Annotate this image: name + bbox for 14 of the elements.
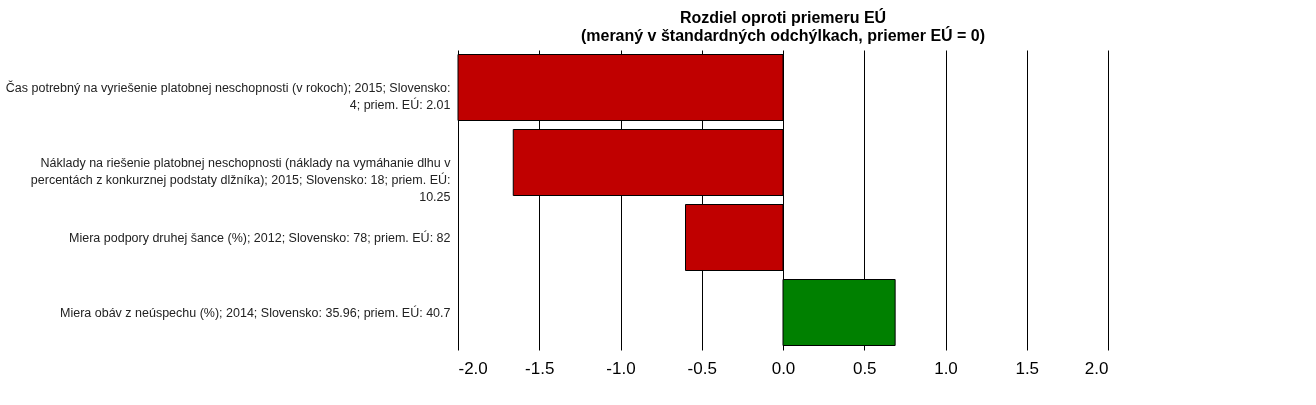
y-tick-label: Náklady na riešenie platobnej neschopnosti (náklady na vymáhanie dlhu v percentách z konkurznej podstaty dlžníka); 2015; Slovensko: 18; priem. EÚ: 10.25: [30, 155, 452, 204]
y-tick-label: Čas potrebný na vyriešenie platobnej neschopnosti (v rokoch); 2015; Slovensko: 4; priem. EÚ: 2.01: [5, 79, 451, 112]
x-tick-label: 1.0: [934, 358, 958, 378]
x-tick-label: -2.0: [458, 358, 488, 378]
x-tick-label: 0.5: [852, 358, 877, 378]
x-tick-label: -0.5: [687, 358, 717, 378]
x-tick-label: -1.0: [606, 358, 636, 378]
chart-title: Rozdiel oproti priemeru EÚ (meraný v štandardných odchýlkach, priemer EÚ = 0): [580, 8, 986, 44]
x-tick-label: 1.5: [1015, 358, 1040, 378]
y-tick-label: Miera obáv z neúspechu (%); 2014; Slovensko: 35.96; priem. EÚ: 40.7: [60, 304, 451, 320]
x-tick-label: 2.0: [1084, 358, 1109, 378]
x-tick-label: 0.0: [771, 358, 796, 378]
x-tick-label: -1.5: [525, 358, 555, 378]
y-tick-label: Miera podpory druhej šance (%); 2012; Slovensko: 78; priem. EÚ: 82: [69, 229, 451, 245]
